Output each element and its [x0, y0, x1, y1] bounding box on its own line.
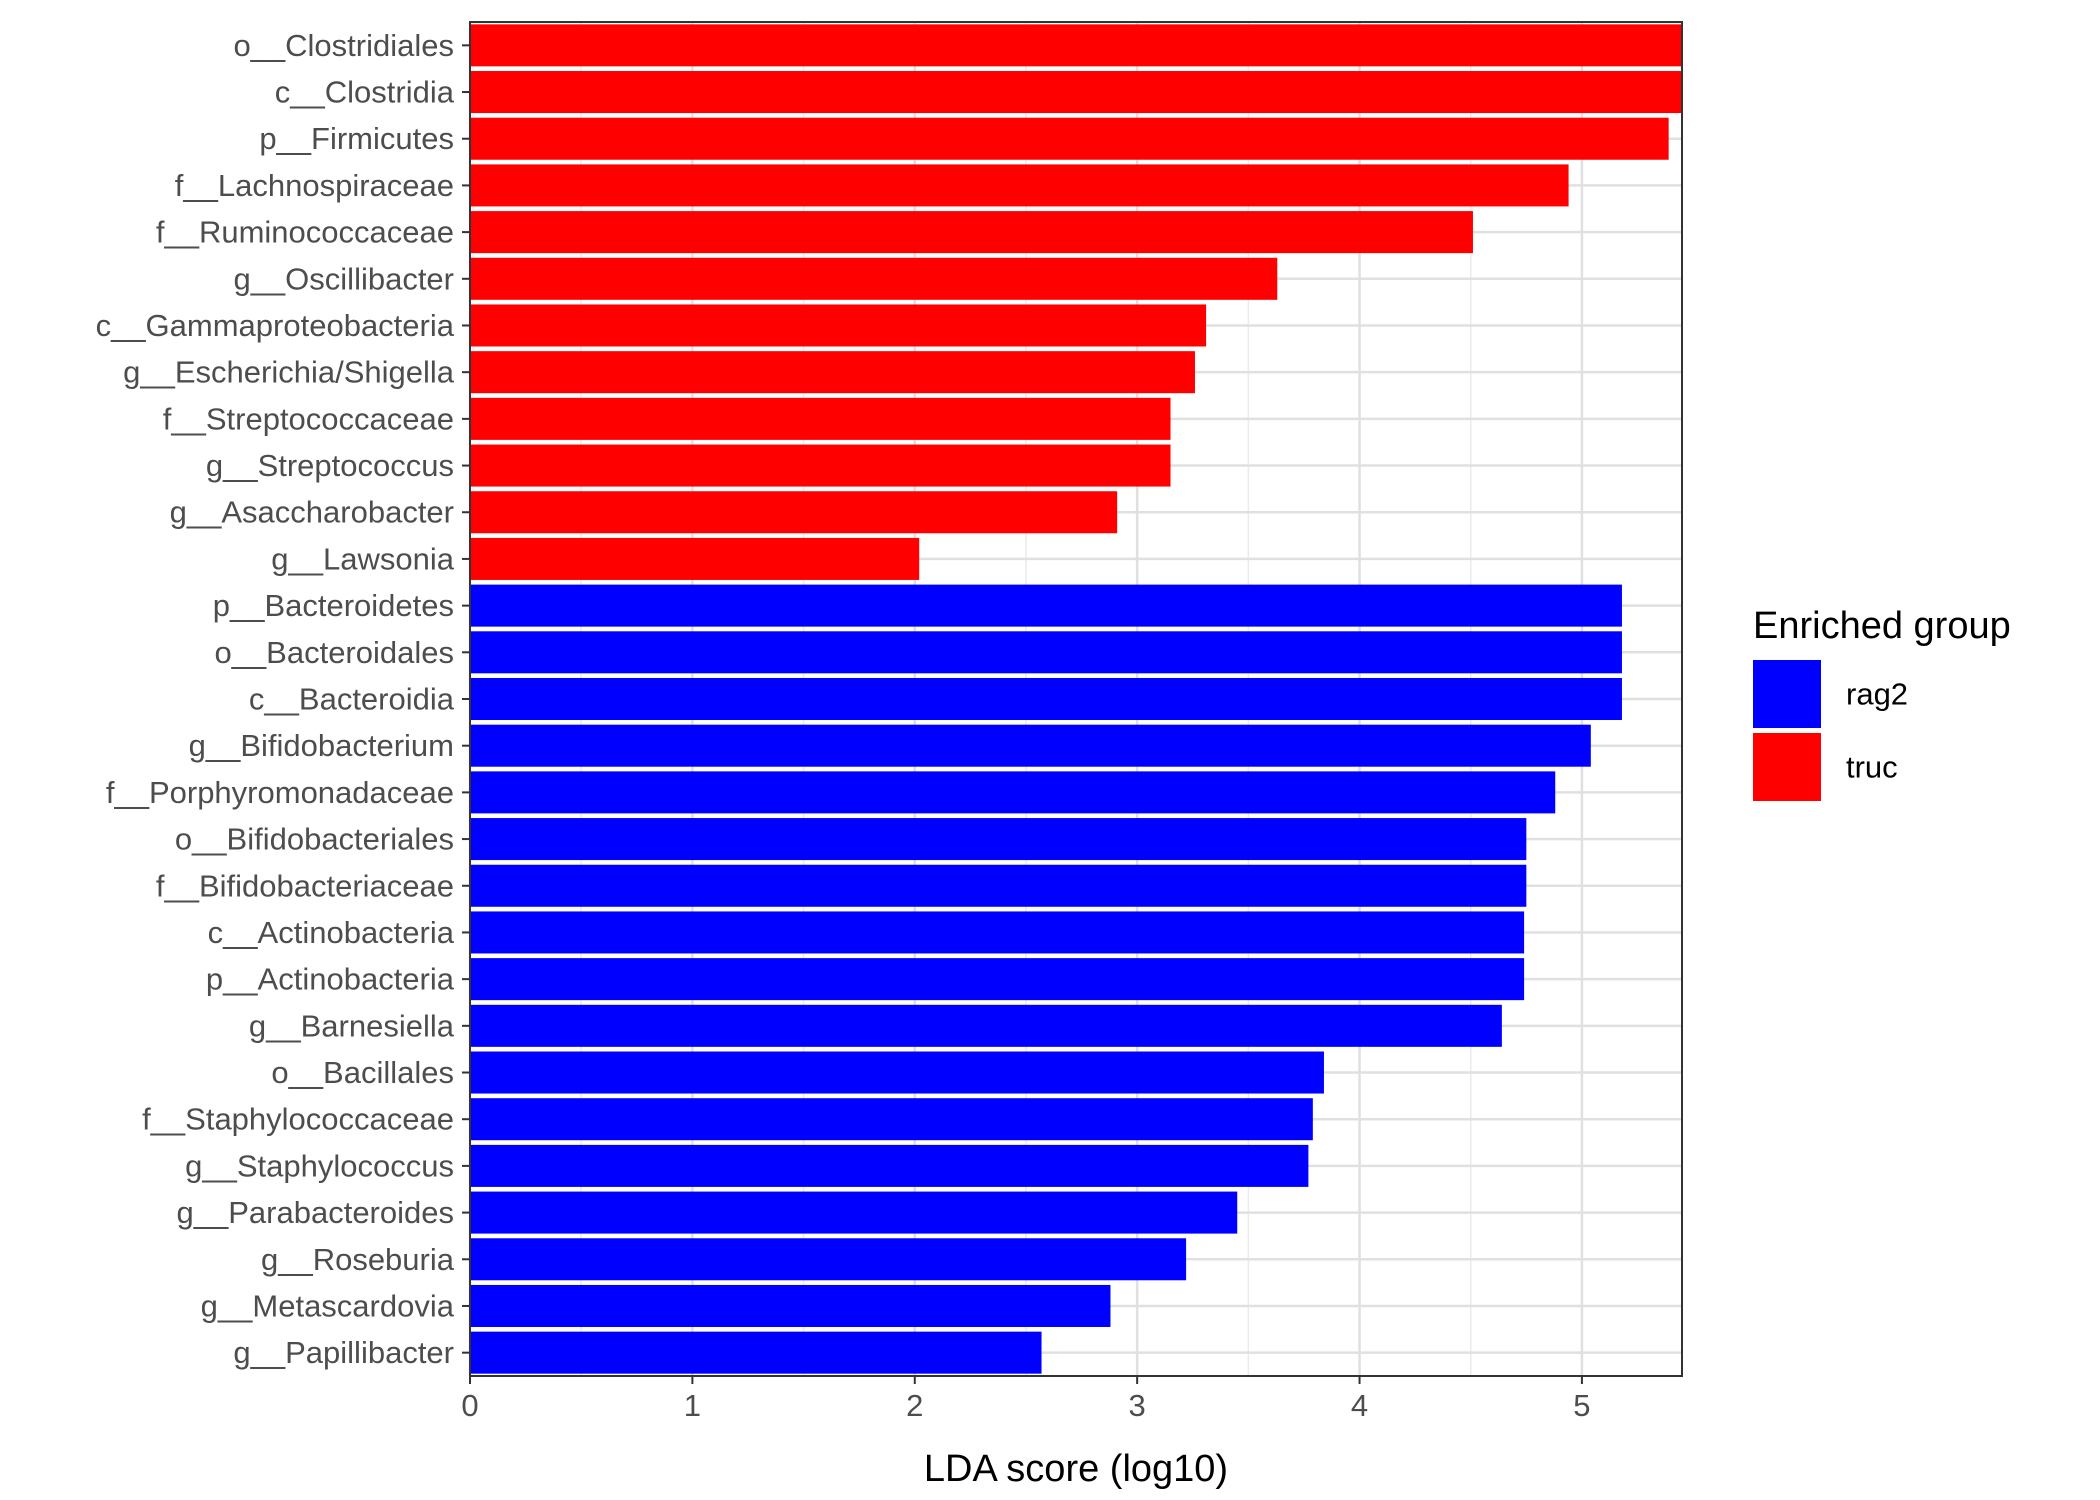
- bar-rag2: [470, 1331, 1042, 1374]
- bar-rag2: [470, 958, 1525, 1001]
- legend-key-rag2: [1753, 660, 1821, 728]
- y-tick-label: c__Clostridia: [275, 75, 455, 110]
- bar-rag2: [470, 1238, 1187, 1281]
- y-tick-label: c__Bacteroidia: [249, 682, 455, 717]
- bar-truc: [470, 164, 1569, 207]
- bar-rag2: [470, 1004, 1502, 1047]
- y-tick-label: g__Metascardovia: [201, 1288, 455, 1323]
- y-tick-label: g__Asaccharobacter: [170, 495, 454, 530]
- bar-rag2: [470, 631, 1622, 674]
- bar-truc: [470, 537, 920, 580]
- y-tick-label: o__Clostridiales: [233, 28, 454, 63]
- y-tick-label: p__Actinobacteria: [206, 962, 455, 997]
- bar-truc: [470, 117, 1669, 160]
- bars: [470, 24, 1682, 1374]
- bar-rag2: [470, 771, 1556, 814]
- bar-truc: [470, 71, 1682, 114]
- y-tick-label: o__Bacillales: [271, 1055, 454, 1090]
- y-tick-label: g__Streptococcus: [206, 448, 454, 483]
- bar-truc: [470, 444, 1171, 487]
- bar-rag2: [470, 1191, 1238, 1234]
- x-tick-label: 1: [684, 1388, 701, 1423]
- bar-rag2: [470, 1284, 1111, 1327]
- bar-truc: [470, 491, 1118, 534]
- bar-truc: [470, 304, 1207, 347]
- y-tick-label: o__Bifidobacteriales: [175, 822, 454, 857]
- y-tick-label: g__Roseburia: [261, 1242, 455, 1277]
- y-tick-label: g__Barnesiella: [249, 1008, 455, 1043]
- y-tick-label: p__Bacteroidetes: [213, 588, 454, 623]
- x-tick-label: 4: [1351, 1388, 1368, 1423]
- y-tick-label: g__Bifidobacterium: [189, 728, 454, 763]
- y-tick-label: g__Oscillibacter: [233, 261, 454, 296]
- legend-title: Enriched group: [1753, 605, 2011, 647]
- bar-rag2: [470, 677, 1622, 721]
- bar-rag2: [470, 818, 1527, 861]
- y-tick-label: f__Staphylococcaceae: [142, 1102, 454, 1137]
- bar-rag2: [470, 1144, 1309, 1187]
- y-tick-label: g__Papillibacter: [233, 1335, 454, 1370]
- x-tick-label: 0: [461, 1388, 478, 1423]
- y-tick-label: f__Lachnospiraceae: [175, 168, 454, 203]
- legend-key-truc: [1753, 733, 1821, 801]
- y-tick-label: p__Firmicutes: [259, 121, 454, 156]
- legend-label-rag2: rag2: [1846, 677, 1908, 712]
- bar-truc: [470, 257, 1278, 300]
- y-tick-label: g__Lawsonia: [271, 541, 454, 576]
- bar-rag2: [470, 1051, 1324, 1094]
- y-tick-label: f__Ruminococcaceae: [156, 215, 454, 250]
- y-tick-label: f__Bifidobacteriaceae: [156, 868, 454, 903]
- y-tick-label: o__Bacteroidales: [214, 635, 454, 670]
- y-tick-label: g__Escherichia/Shigella: [123, 355, 455, 390]
- y-tick-label: c__Actinobacteria: [208, 915, 455, 950]
- bar-rag2: [470, 864, 1527, 907]
- x-tick-label: 5: [1573, 1388, 1590, 1423]
- x-tick-label: 2: [906, 1388, 923, 1423]
- legend-label-truc: truc: [1846, 750, 1898, 785]
- y-tick-label: f__Porphyromonadaceae: [106, 775, 454, 810]
- y-tick-label: g__Staphylococcus: [185, 1148, 454, 1183]
- bar-truc: [470, 397, 1171, 440]
- bar-rag2: [470, 911, 1525, 954]
- bar-rag2: [470, 584, 1622, 627]
- y-tick-label: g__Parabacteroides: [177, 1195, 454, 1230]
- bar-truc: [470, 24, 1682, 67]
- x-axis-title: LDA score (log10): [924, 1448, 1228, 1490]
- y-tick-label: f__Streptococcaceae: [163, 401, 454, 436]
- bar-rag2: [470, 724, 1591, 767]
- bar-truc: [470, 351, 1195, 394]
- axes: o__Clostridiales c__Clostridia p__Firmicut…: [96, 28, 1591, 1423]
- y-tick-label: c__Gammaproteobacteria: [96, 308, 455, 343]
- x-tick-label: 3: [1129, 1388, 1146, 1423]
- bar-truc: [470, 211, 1473, 254]
- bar-rag2: [470, 1098, 1313, 1141]
- legend: Enriched group rag2 truc: [1753, 605, 2011, 801]
